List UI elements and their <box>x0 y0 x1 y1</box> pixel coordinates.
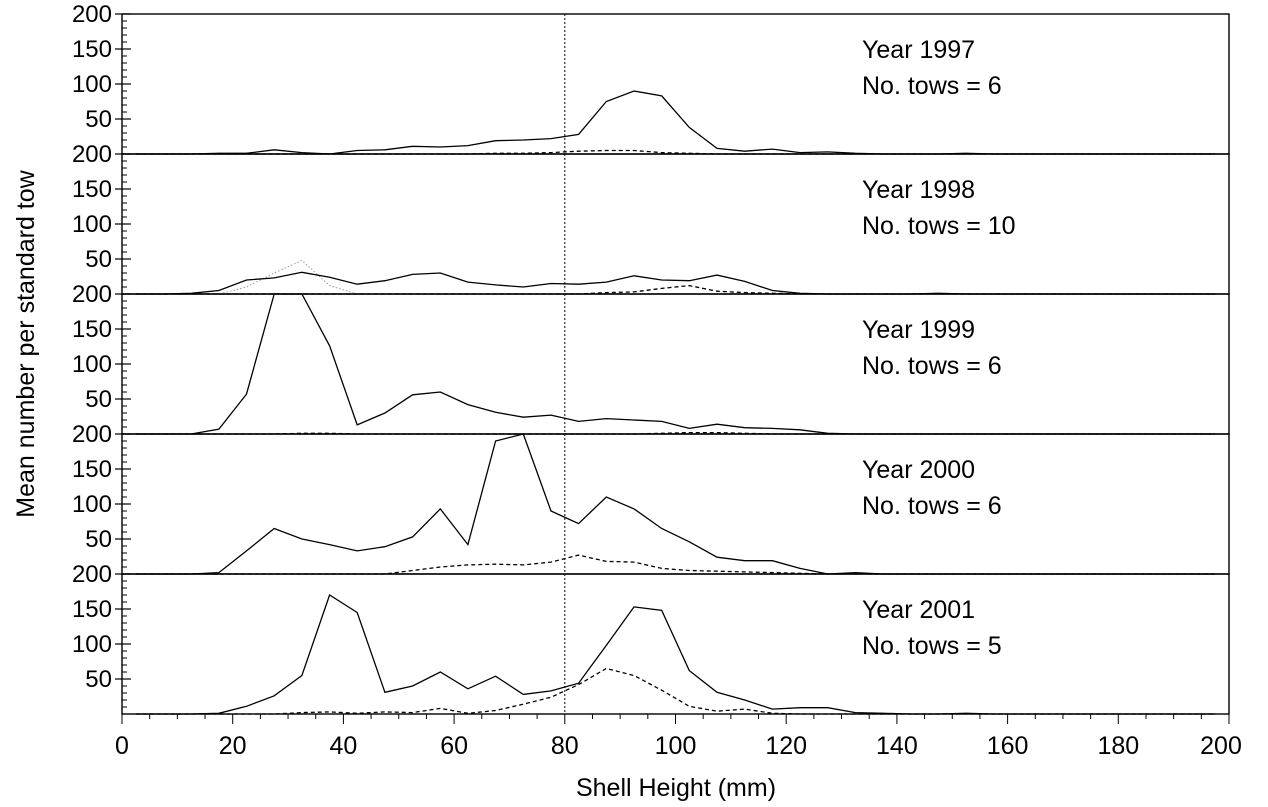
series-dashed-line <box>135 667 1216 715</box>
y-tick-label: 50 <box>85 666 112 693</box>
panel-tows-label: No. tows = 5 <box>862 632 1002 660</box>
x-tick-label: 100 <box>655 732 697 760</box>
y-tick-label: 50 <box>85 386 112 413</box>
panel-frame <box>121 13 1230 155</box>
x-tick-label: 180 <box>1097 732 1139 760</box>
y-tick-label: 100 <box>72 631 112 658</box>
x-axis-label: Shell Height (mm) <box>576 774 776 802</box>
x-tick-label: 140 <box>876 732 918 760</box>
y-tick-label: 50 <box>85 246 112 273</box>
y-tick-label: 100 <box>72 351 112 378</box>
x-tick-label: 40 <box>329 732 357 760</box>
y-tick-label: 150 <box>72 36 112 63</box>
panel-year-label: Year 1997 <box>862 36 975 64</box>
panel-tows-label: No. tows = 6 <box>862 352 1002 380</box>
y-tick-label: 50 <box>85 106 112 133</box>
y-tick-label: 150 <box>72 596 112 623</box>
panel-3: 50 100 150 200 Year 2000 No. tows = 6 <box>72 421 1230 575</box>
series-dotted-line <box>135 259 1216 295</box>
panels-layer: 50 100 150 200 Year 1997 No. tows = 6 50 100 150… <box>72 1 1230 715</box>
y-tick-label: 100 <box>72 491 112 518</box>
y-tick-label: 100 <box>72 211 112 238</box>
series-solid-line <box>135 90 1216 155</box>
y-tick-label: 200 <box>72 561 112 588</box>
y-axis-label: Mean number per standard tow <box>12 169 40 517</box>
x-tick-label: 60 <box>440 732 468 760</box>
panel-frame <box>121 573 1230 715</box>
x-tick-label: 80 <box>551 732 579 760</box>
panel-frame <box>121 433 1230 575</box>
y-tick-label: 150 <box>72 316 112 343</box>
y-tick-label: 200 <box>72 1 112 28</box>
panel-tows-label: No. tows = 6 <box>862 492 1002 520</box>
panel-4: 50 100 150 200 Year 2001 No. tows = 5 <box>72 561 1230 715</box>
x-tick-label: 160 <box>987 732 1029 760</box>
panel-1: 50 100 150 200 Year 1998 No. tows = 10 <box>72 141 1230 295</box>
x-tick-label: 200 <box>1200 732 1242 760</box>
panel-2: 50 100 150 200 Year 1999 No. tows = 6 <box>72 281 1230 435</box>
series-solid-line <box>135 293 1216 435</box>
series-solid-line <box>135 594 1216 715</box>
y-tick-label: 150 <box>72 176 112 203</box>
panel-0: 50 100 150 200 Year 1997 No. tows = 6 <box>72 1 1230 155</box>
panel-tows-label: No. tows = 6 <box>862 72 1002 100</box>
panel-tows-label: No. tows = 10 <box>862 212 1016 240</box>
y-tick-label: 200 <box>72 141 112 168</box>
panel-year-label: Year 1999 <box>862 316 975 344</box>
panel-year-label: Year 1998 <box>862 176 975 204</box>
series-dashed-line <box>135 284 1216 295</box>
panel-frame <box>121 293 1230 435</box>
x-tick-label: 0 <box>115 732 129 760</box>
y-tick-label: 150 <box>72 456 112 483</box>
x-axis: 0 20 40 60 80 100 120 140 160 180 200 <box>115 714 1242 760</box>
y-tick-label: 50 <box>85 526 112 553</box>
series-dashed-line <box>135 554 1216 575</box>
y-tick-label: 200 <box>72 281 112 308</box>
panel-year-label: Year 2000 <box>862 456 975 484</box>
x-tick-label: 20 <box>219 732 247 760</box>
y-tick-label: 100 <box>72 71 112 98</box>
x-tick-label: 120 <box>765 732 807 760</box>
panel-year-label: Year 2001 <box>862 596 975 624</box>
panel-frame <box>121 153 1230 295</box>
y-tick-label: 200 <box>72 421 112 448</box>
series-solid-line <box>135 271 1216 295</box>
series-solid-line <box>135 433 1216 575</box>
